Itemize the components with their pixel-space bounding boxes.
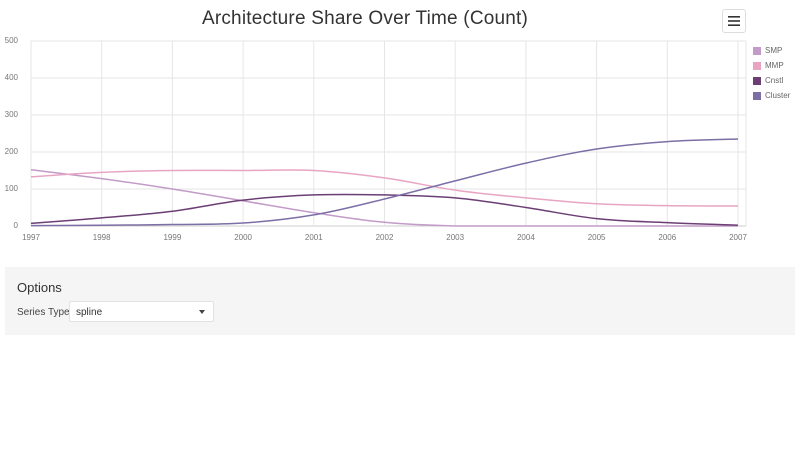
x-axis-tick: 2006 <box>658 233 677 242</box>
series-type-label: Series Type <box>17 307 70 318</box>
plot-area <box>30 40 747 227</box>
series-line-smp[interactable] <box>30 169 738 227</box>
legend-item-cnstl[interactable]: Cnstl <box>753 73 790 88</box>
y-axis-tick: 100 <box>4 184 18 193</box>
legend-item-smp[interactable]: SMP <box>753 43 790 58</box>
series-type-select[interactable]: spline <box>69 301 214 322</box>
series-type-value: spline <box>76 307 103 318</box>
x-axis-tick: 2001 <box>304 233 323 242</box>
y-axis-tick: 200 <box>4 147 18 156</box>
caret-down-icon <box>199 310 205 314</box>
x-axis-tick: 1998 <box>92 233 111 242</box>
legend-item-cluster[interactable]: Cluster <box>753 88 790 103</box>
y-axis-tick: 400 <box>4 73 18 82</box>
options-title: Options <box>17 280 62 295</box>
y-axis-tick: 500 <box>4 36 18 45</box>
x-axis-tick: 2003 <box>446 233 465 242</box>
y-axis-tick: 0 <box>13 221 18 230</box>
legend-swatch-icon <box>753 91 761 100</box>
x-axis-tick: 1999 <box>163 233 182 242</box>
legend-swatch-icon <box>753 76 761 85</box>
legend-label: SMP <box>765 46 783 55</box>
chart-title: Architecture Share Over Time (Count) <box>201 8 529 29</box>
x-axis-tick: 2000 <box>234 233 252 242</box>
series-line-cluster[interactable] <box>30 138 739 227</box>
x-axis-tick: 2004 <box>516 233 535 242</box>
legend: SMP MMP Cnstl Cluster <box>753 43 790 103</box>
chart-container: Architecture Share Over Time (Count) 0 10… <box>4 8 791 242</box>
legend-swatch-icon <box>753 61 761 70</box>
legend-item-mmp[interactable]: MMP <box>753 58 790 73</box>
legend-label: Cluster <box>765 91 791 100</box>
legend-label: Cnstl <box>765 76 784 85</box>
series-line-mmp[interactable] <box>30 169 739 207</box>
x-axis-tick: 2002 <box>375 233 394 242</box>
legend-label: MMP <box>765 61 784 70</box>
x-axis-tick: 2007 <box>729 233 747 242</box>
x-axis-tick: 1997 <box>22 233 40 242</box>
hamburger-icon <box>728 16 740 26</box>
y-axis-tick: 300 <box>4 110 18 119</box>
legend-swatch-icon <box>753 46 761 55</box>
options-panel: Options Series Type spline <box>5 267 795 335</box>
series-line-cnstl[interactable] <box>30 193 739 227</box>
chart-menu-button[interactable] <box>722 9 746 33</box>
x-axis-tick: 2005 <box>587 233 606 242</box>
